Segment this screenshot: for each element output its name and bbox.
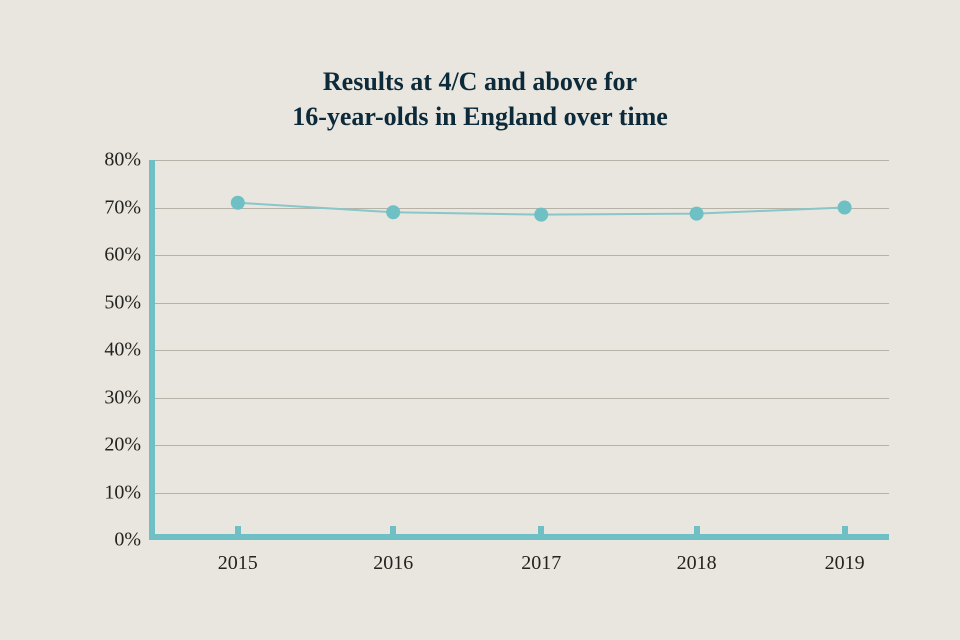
y-tick-label: 80% xyxy=(91,149,141,172)
series-marker xyxy=(690,207,704,221)
x-tick-label: 2015 xyxy=(198,552,278,575)
y-tick-label: 0% xyxy=(91,529,141,552)
y-axis xyxy=(149,160,155,540)
series-marker xyxy=(534,208,548,222)
x-tick-mark xyxy=(538,526,544,540)
series-marker xyxy=(838,201,852,215)
y-tick-label: 60% xyxy=(91,244,141,267)
x-tick-label: 2018 xyxy=(657,552,737,575)
x-tick-label: 2019 xyxy=(805,552,885,575)
x-tick-label: 2017 xyxy=(501,552,581,575)
series-marker xyxy=(231,196,245,210)
x-tick-label: 2016 xyxy=(353,552,433,575)
series-marker xyxy=(386,205,400,219)
chart-title-line1: Results at 4/C and above for xyxy=(323,67,637,96)
plot-area xyxy=(149,160,889,540)
y-tick-label: 30% xyxy=(91,386,141,409)
x-tick-mark xyxy=(694,526,700,540)
x-axis xyxy=(149,534,889,540)
chart-canvas: Results at 4/C and above for 16-year-old… xyxy=(0,0,960,640)
y-tick-label: 10% xyxy=(91,481,141,504)
chart-title: Results at 4/C and above for 16-year-old… xyxy=(0,64,960,134)
y-tick-label: 20% xyxy=(91,434,141,457)
y-tick-label: 40% xyxy=(91,339,141,362)
x-tick-mark xyxy=(390,526,396,540)
chart-title-line2: 16-year-olds in England over time xyxy=(292,102,668,131)
line-series xyxy=(149,160,889,540)
y-tick-label: 50% xyxy=(91,291,141,314)
y-tick-label: 70% xyxy=(91,196,141,219)
x-tick-mark xyxy=(235,526,241,540)
x-tick-mark xyxy=(842,526,848,540)
